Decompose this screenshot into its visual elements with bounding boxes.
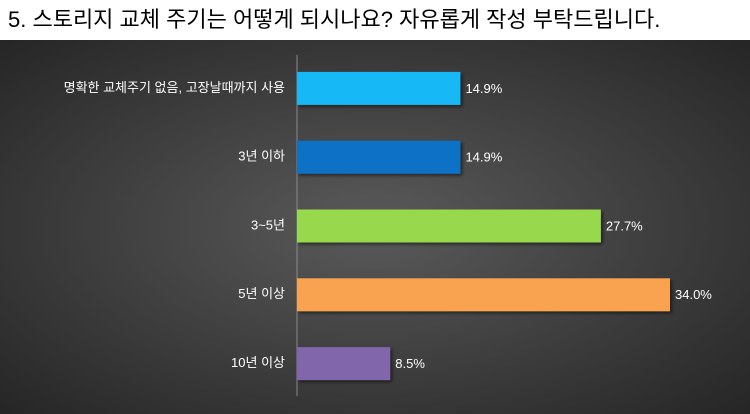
bar <box>297 71 461 105</box>
bar <box>297 140 461 174</box>
title-band <box>0 0 750 40</box>
y-tick-label: 3~5년 <box>251 217 285 232</box>
y-tick-label: 명확한 교체주기 없음, 고장날때까지 사용 <box>64 80 285 95</box>
y-tick-label: 5년 이상 <box>238 286 285 301</box>
chart-title: 5. 스토리지 교체 주기는 어떻게 되시나요? 자유롭게 작성 부탁드립니다. <box>8 7 660 32</box>
y-tick-label: 10년 이상 <box>231 355 285 370</box>
data-label: 14.9% <box>465 150 502 165</box>
y-tick-label: 3년 이하 <box>238 149 285 164</box>
data-label: 34.0% <box>675 287 712 302</box>
data-label: 8.5% <box>395 356 425 371</box>
data-label: 27.7% <box>606 218 643 233</box>
bar <box>297 209 601 243</box>
data-label: 14.9% <box>465 81 502 96</box>
bar <box>297 347 391 381</box>
bar <box>297 278 670 312</box>
